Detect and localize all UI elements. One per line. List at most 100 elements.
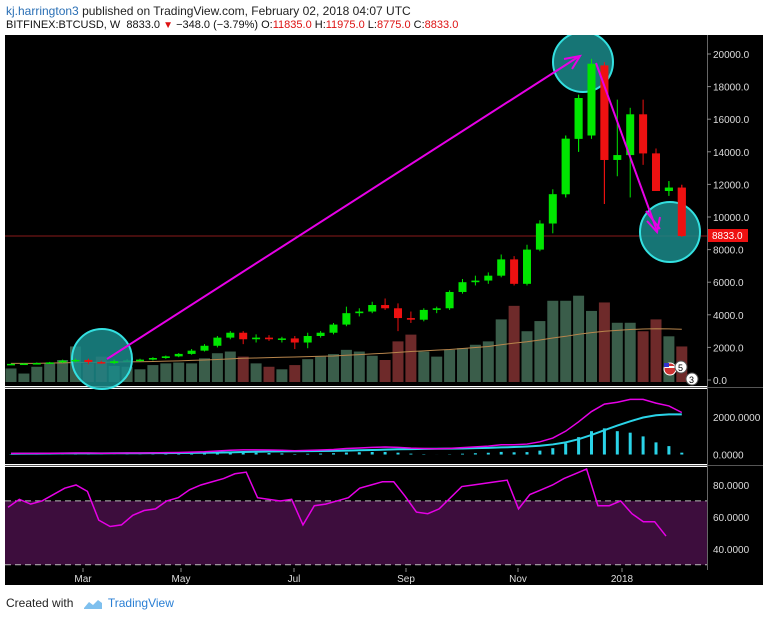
badges[interactable]: 5 3 (663, 360, 699, 386)
volume-bar (211, 353, 223, 382)
time-tick-label: Jul (288, 574, 301, 585)
candle-body (265, 337, 273, 340)
price-label-text: 8833.0 (712, 231, 743, 242)
rsi-pane: 40.0000 60.0000 80.0000 (5, 467, 750, 566)
candle-body (277, 338, 286, 340)
last-price: 8833.0 (126, 19, 161, 31)
candle-body-overlay (71, 359, 80, 362)
candle-body-overlay (110, 361, 119, 364)
volume-bar (611, 322, 623, 382)
macd-histogram-bar (602, 428, 606, 455)
annotation-circle-peak[interactable] (552, 35, 614, 93)
candle-body (303, 335, 312, 343)
trend-arrow-up[interactable] (106, 56, 579, 360)
price-tick-label: 10000.0 (713, 213, 750, 224)
time-axis-ticks: Mar May Jul Sep Nov 2018 (74, 568, 634, 585)
volume-bar (444, 349, 456, 382)
candle-body (226, 332, 235, 338)
price-tick-label: 14000.0 (713, 148, 750, 159)
macd-tick-label: 0.0000 (713, 451, 744, 462)
macd-histogram-bar (306, 453, 310, 455)
candle-body (32, 363, 41, 365)
volume-bar (392, 341, 404, 382)
macd-histogram-bar (190, 453, 194, 455)
volume-bar (405, 334, 417, 382)
candle-body (239, 332, 248, 340)
volume-bar (147, 365, 159, 382)
arrowhead-down-icon (646, 216, 661, 235)
arrowhead-up-icon (563, 54, 583, 70)
macd-histogram-bar (383, 451, 387, 455)
volume-bar (276, 369, 288, 382)
volume-bar (263, 366, 275, 382)
macd-histogram-bar (254, 452, 258, 455)
macd-histogram-bar (319, 453, 323, 455)
rsi-band-fill (5, 500, 707, 565)
volume-bar (547, 300, 559, 382)
candle-body (394, 308, 402, 319)
badge-3[interactable] (685, 372, 699, 386)
candle-overlay (71, 58, 686, 365)
volume-bar (302, 359, 314, 382)
candle-body-overlay (600, 65, 609, 160)
macd-histogram-bar (357, 452, 361, 455)
candle-body (136, 359, 144, 362)
rsi-line (7, 467, 667, 537)
candle-body (639, 114, 648, 154)
candle-body (290, 338, 299, 343)
rsi-tick-label: 40.0000 (713, 545, 750, 556)
volume-bar (469, 344, 481, 382)
volume-bar (366, 355, 378, 382)
time-tick-label: Sep (397, 574, 415, 585)
badge-5[interactable] (674, 360, 688, 374)
macd-histogram-bar (396, 452, 400, 455)
author-link[interactable]: kj.harrington3 (6, 4, 79, 18)
macd-line (11, 398, 683, 455)
close-value: 8833.0 (424, 19, 459, 31)
trend-arrow-short (645, 210, 661, 230)
annotation-circle-low[interactable] (71, 328, 133, 390)
high-label: H: (314, 19, 326, 31)
close-label: C: (413, 19, 425, 31)
candle-body (148, 357, 157, 360)
volume-bar (624, 322, 636, 382)
volume-bar (663, 336, 675, 382)
time-tick-label: 2018 (611, 574, 634, 585)
price-change: −348.0 (−3.79%) (176, 19, 259, 31)
candle-body (626, 114, 635, 156)
macd-pane: 0.0000 2000.0000 (9, 398, 761, 462)
candle-body (174, 353, 183, 357)
price-axis-ticks: 0.0 2000.0 4000.0 6000.0 8000.0 10000.0 12000.… (5, 50, 750, 387)
volume-bar (431, 356, 443, 382)
volume-bar (650, 319, 662, 382)
candle-body (535, 223, 544, 250)
candle-body (368, 305, 377, 312)
trend-arrow-down[interactable] (595, 62, 658, 232)
candle-body (161, 356, 170, 358)
macd-histogram-bar (409, 453, 413, 455)
volume-bar (379, 360, 391, 382)
macd-histogram-bar (332, 453, 335, 455)
macd-histogram-bar (461, 453, 464, 455)
chart-area[interactable]: 40.0000 60.0000 80.0000 0.0 2000.0 4000.0 600… (0, 35, 768, 585)
volume-bar (31, 366, 43, 382)
candle-body (523, 249, 531, 284)
volume-bar (457, 348, 468, 382)
macd-histogram-bar (538, 450, 542, 455)
tradingview-link[interactable]: TradingView (107, 596, 174, 610)
volume-bar (134, 369, 146, 382)
candle-body (252, 337, 261, 340)
volume-bar (560, 300, 572, 382)
candle-body (613, 155, 622, 160)
macd-histogram-bar (628, 432, 632, 455)
macd-histogram-bar (344, 452, 348, 455)
volume-bar (353, 351, 365, 382)
macd-histogram-bar (667, 446, 671, 455)
volume-bar (482, 341, 494, 382)
macd-histogram-bar (177, 453, 181, 455)
macd-histogram-bar (654, 442, 658, 455)
tradingview-logo-icon (83, 599, 102, 609)
created-with-text: Created with (6, 596, 74, 610)
published-text: published on TradingView.com, February 0… (82, 4, 411, 18)
open-label: O: (261, 19, 273, 31)
